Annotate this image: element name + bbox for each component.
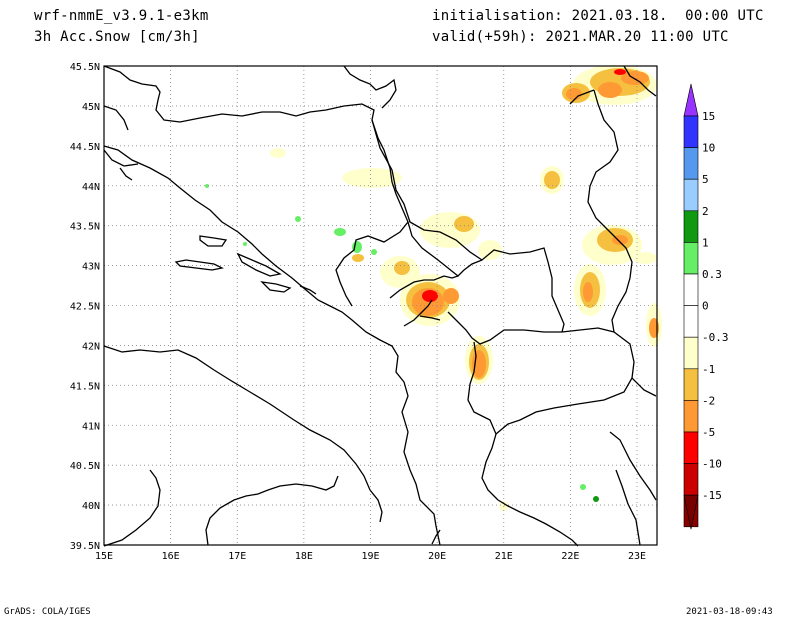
lat-tick-label: 45N xyxy=(82,102,100,113)
colorbar-bottom-arrow xyxy=(683,494,699,530)
colorbar-label: -15 xyxy=(702,489,722,502)
colorbar-label: 10 xyxy=(702,142,715,155)
map-frame xyxy=(103,65,658,546)
colorbar-swatch xyxy=(683,431,699,464)
lat-tick-label: 44N xyxy=(82,182,100,193)
lat-tick-label: 43N xyxy=(82,262,100,273)
colorbar-swatch xyxy=(683,463,699,496)
lon-tick-label: 23E xyxy=(628,551,646,562)
lat-tick-labels: 45.5N 45N 44.5N 44N 43.5N 43N 42.5N 42N 41.5N 41N… xyxy=(70,62,100,552)
colorbar-label: 0.3 xyxy=(702,268,722,281)
lat-tick-label: 42N xyxy=(82,341,100,352)
colorbar-label: 2 xyxy=(702,205,709,218)
model-title: wrf-nmmE_v3.9.1-e3km xyxy=(34,8,209,24)
lon-tick-label: 22E xyxy=(561,551,579,562)
colorbar-label: -5 xyxy=(702,426,715,439)
lat-tick-label: 41N xyxy=(82,421,100,432)
colorbar-swatch xyxy=(683,115,699,148)
lat-tick-label: 44.5N xyxy=(70,142,100,153)
lat-tick-label: 40N xyxy=(82,501,100,512)
init-time: initialisation: 2021.03.18. 00:00 UTC xyxy=(432,8,764,24)
colorbar-label: -1 xyxy=(702,363,715,376)
colorbar-label: 0 xyxy=(702,300,709,313)
colorbar: 15 10 5 2 1 0.3 0 -0.3 -1 -2 -5 -10 -15 xyxy=(683,83,729,530)
lon-tick-label: 21E xyxy=(495,551,513,562)
lat-tick-label: 39.5N xyxy=(70,541,100,552)
colorbar-swatch xyxy=(683,273,699,306)
colorbar-swatch xyxy=(683,242,699,275)
lat-tick-label: 40.5N xyxy=(70,461,100,472)
lon-tick-label: 18E xyxy=(295,551,313,562)
lat-tick-label: 42.5N xyxy=(70,302,100,313)
field-title: 3h Acc.Snow [cm/3h] xyxy=(34,29,200,45)
lon-tick-label: 20E xyxy=(428,551,446,562)
lat-tick-label: 45.5N xyxy=(70,62,100,73)
lat-tick-label: 41.5N xyxy=(70,381,100,392)
colorbar-swatch xyxy=(683,210,699,243)
lon-tick-label: 16E xyxy=(162,551,180,562)
lat-tick-label: 43.5N xyxy=(70,222,100,233)
colorbar-swatch xyxy=(683,400,699,433)
coastlines-borders xyxy=(103,65,657,547)
colorbar-swatch xyxy=(683,147,699,180)
colorbar-swatch xyxy=(683,305,699,338)
colorbar-label: 5 xyxy=(702,173,709,186)
lon-tick-labels: 15E 16E 17E 18E 19E 20E 21E 22E 23E xyxy=(95,551,646,562)
colorbar-label: -2 xyxy=(702,394,715,407)
colorbar-swatch xyxy=(683,336,699,370)
colorbar-label: -10 xyxy=(702,458,722,471)
lon-tick-label: 15E xyxy=(95,551,113,562)
colorbar-label: -0.3 xyxy=(702,331,729,344)
map-grid xyxy=(104,66,657,545)
colorbar-top-arrow xyxy=(683,83,699,117)
lon-tick-label: 19E xyxy=(361,551,379,562)
valid-time: valid(+59h): 2021.MAR.20 11:00 UTC xyxy=(432,29,729,45)
colorbar-label: 15 xyxy=(702,110,715,123)
snow-shading xyxy=(205,65,662,511)
colorbar-swatch xyxy=(683,178,699,212)
footer-timestamp: 2021-03-18-09:43 xyxy=(686,607,773,617)
footer-credit: GrADS: COLA/IGES xyxy=(4,607,91,617)
colorbar-label: 1 xyxy=(702,236,709,249)
lon-tick-label: 17E xyxy=(228,551,246,562)
colorbar-swatch xyxy=(683,368,699,401)
